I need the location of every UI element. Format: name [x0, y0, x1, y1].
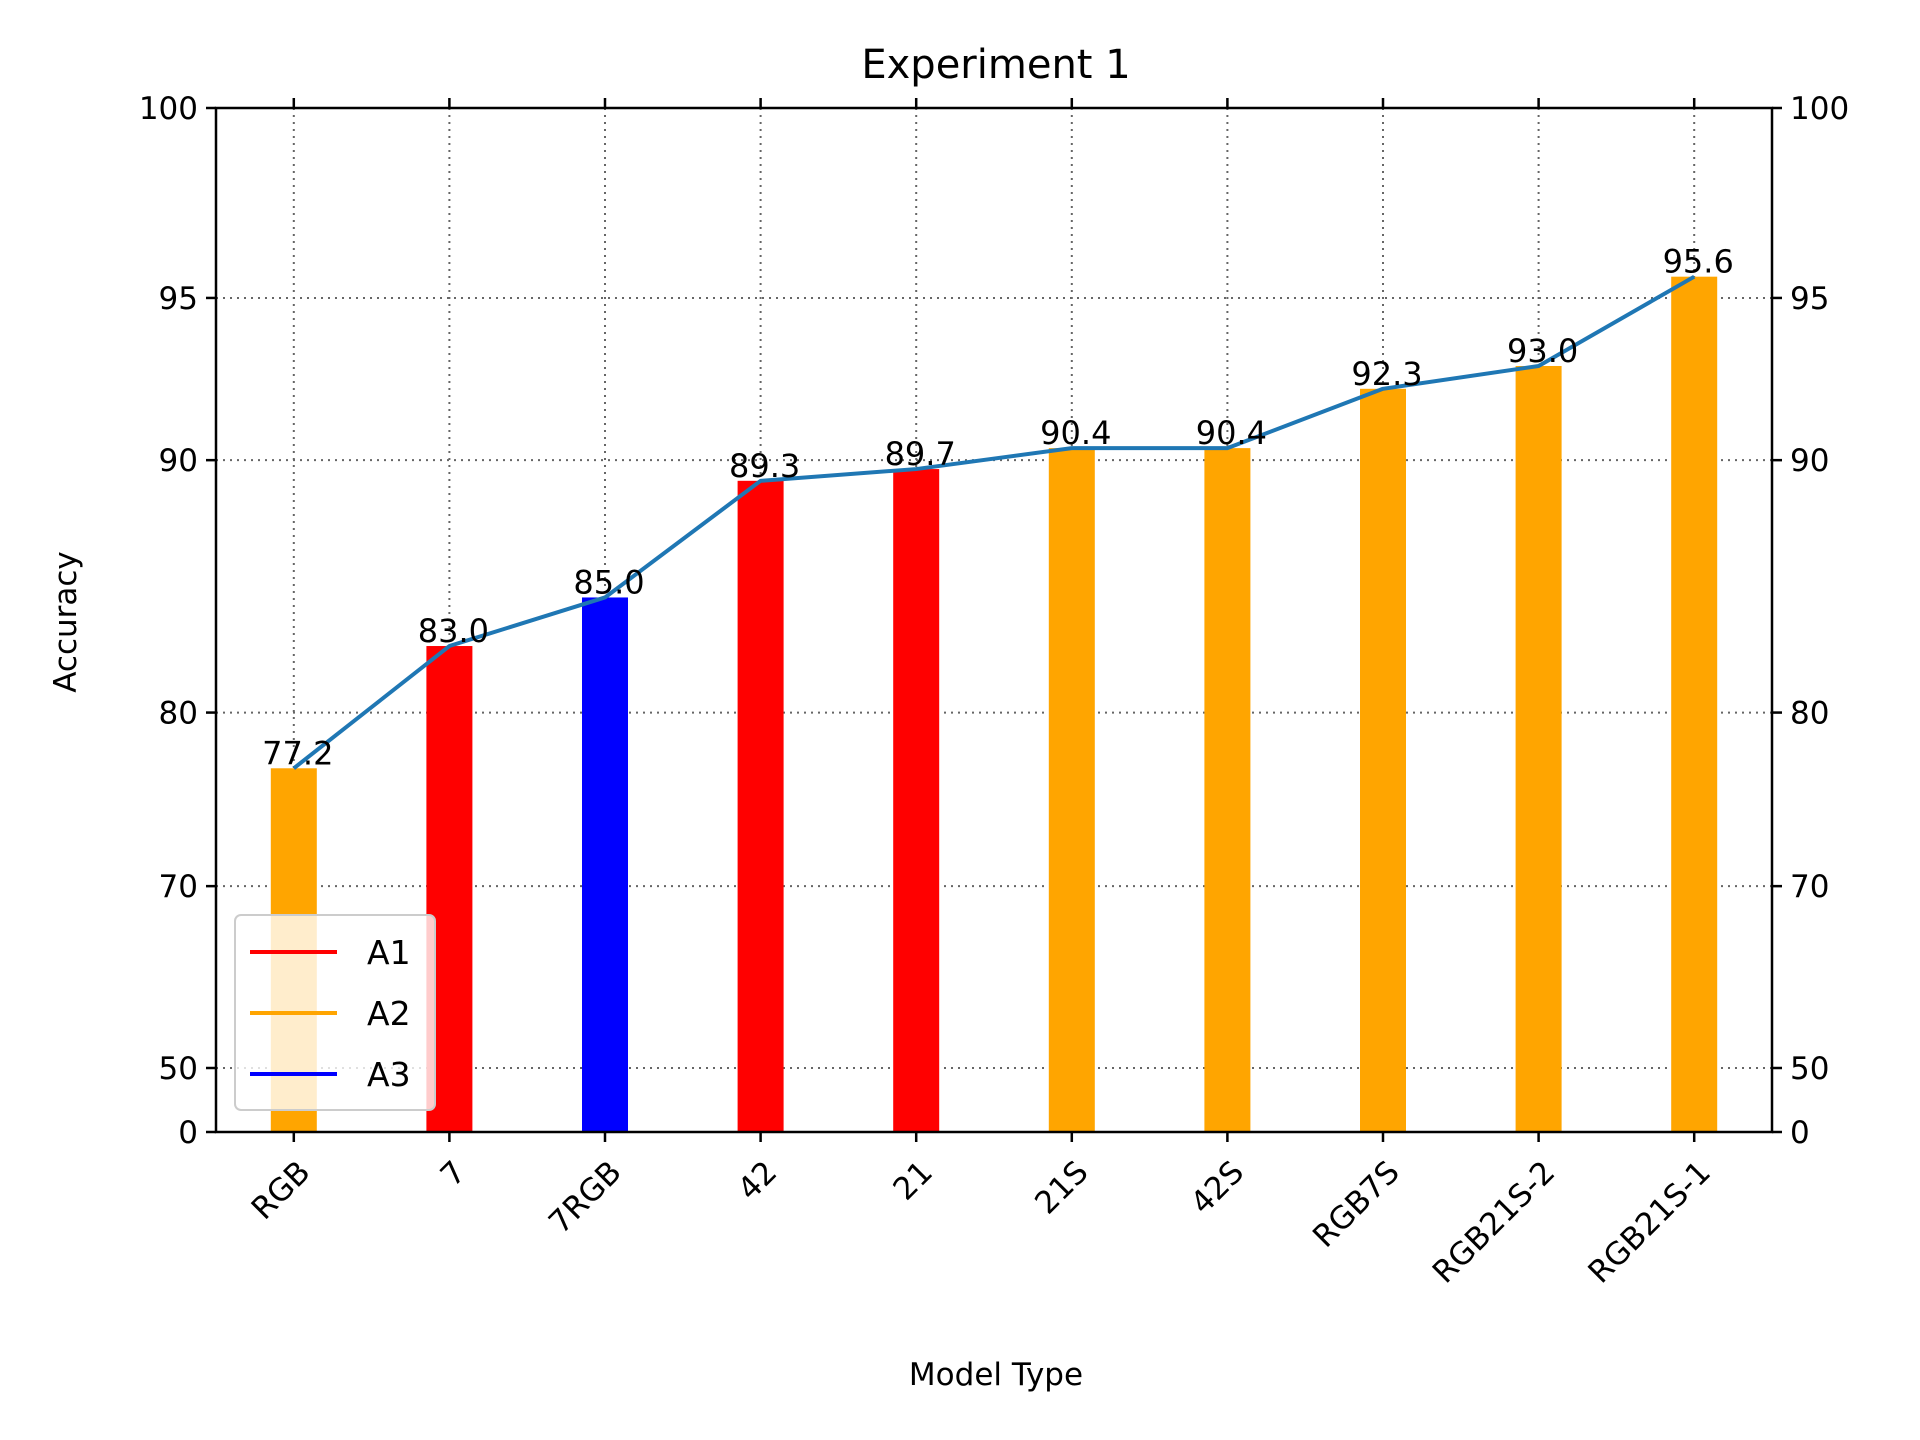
- bar-value-labels: 77.2 83.0 85.0 89.3 89.7 90.4 90.4 92.3 93.0 95.6: [262, 243, 1734, 773]
- y-tick-label-right: 90: [1790, 443, 1829, 479]
- y-axis-title: Accuracy: [48, 551, 84, 693]
- bar-value-label: 90.4: [1040, 414, 1111, 452]
- bar-21: [893, 469, 940, 1132]
- y-tick-label-left: 80: [159, 696, 198, 732]
- bar-21s: [1048, 448, 1095, 1133]
- bar-value-label: 77.2: [262, 734, 333, 772]
- x-axis-title: Model Type: [909, 1357, 1083, 1393]
- y-tick-label-left: 90: [159, 443, 198, 479]
- x-tick-label: RGB7S: [1306, 1154, 1407, 1255]
- y-tick-label-left: 100: [139, 91, 198, 127]
- bar-7rgb: [582, 597, 628, 1132]
- bars: [270, 276, 1718, 1133]
- y-tick-label-left: 0: [178, 1115, 198, 1151]
- bar-42s: [1204, 448, 1251, 1133]
- bar-value-label: 95.6: [1663, 243, 1734, 281]
- x-tick-label: 21S: [1028, 1154, 1095, 1221]
- bar-rgb7s: [1360, 388, 1406, 1132]
- x-tick-label: RGB: [245, 1154, 318, 1227]
- legend: A1 A2 A3: [234, 914, 436, 1111]
- bar-value-label: 89.7: [885, 435, 956, 473]
- x-tick-label: 7: [434, 1154, 473, 1193]
- bar-42: [737, 480, 784, 1133]
- y-tick-label-left: 70: [159, 869, 198, 905]
- bar-value-label: 89.3: [729, 447, 800, 485]
- y-tick-label-right: 50: [1790, 1051, 1829, 1087]
- x-tick-label: 21: [887, 1154, 940, 1207]
- legend-label-a2: A2: [367, 994, 411, 1033]
- bar-value-label: 92.3: [1351, 355, 1422, 393]
- accuracy-line: [292, 274, 1696, 770]
- legend-label-a1: A1: [367, 933, 411, 972]
- y-tick-label-right: 70: [1790, 869, 1829, 905]
- chart-title: Experiment 1: [861, 42, 1130, 88]
- x-tick-label: 42S: [1184, 1154, 1251, 1221]
- bar-rgb21s-1: [1671, 276, 1718, 1132]
- plot-frame: [214, 106, 1774, 1134]
- x-tick-label: RGB21S-2: [1426, 1154, 1562, 1290]
- bar-value-label: 93.0: [1507, 332, 1578, 370]
- legend-label-a3: A3: [367, 1055, 411, 1094]
- x-tick-label: RGB21S-1: [1581, 1154, 1717, 1290]
- y-tick-label-right: 95: [1790, 281, 1829, 317]
- accuracy-line-path: [292, 274, 1696, 770]
- bar-rgb21s-2: [1515, 365, 1562, 1132]
- y-tick-label-left: 50: [159, 1051, 198, 1087]
- y-tick-label-left: 95: [159, 281, 198, 317]
- bar-value-label: 90.4: [1196, 414, 1267, 452]
- bar-value-label: 85.0: [573, 563, 644, 601]
- x-tick-label: 7RGB: [542, 1154, 629, 1241]
- x-tick-label: 42: [731, 1154, 784, 1207]
- bar-value-label: 83.0: [418, 612, 489, 650]
- y-tick-label-right: 80: [1790, 696, 1829, 732]
- y-tick-label-right: 0: [1790, 1115, 1810, 1151]
- y-tick-label-right: 100: [1790, 91, 1849, 127]
